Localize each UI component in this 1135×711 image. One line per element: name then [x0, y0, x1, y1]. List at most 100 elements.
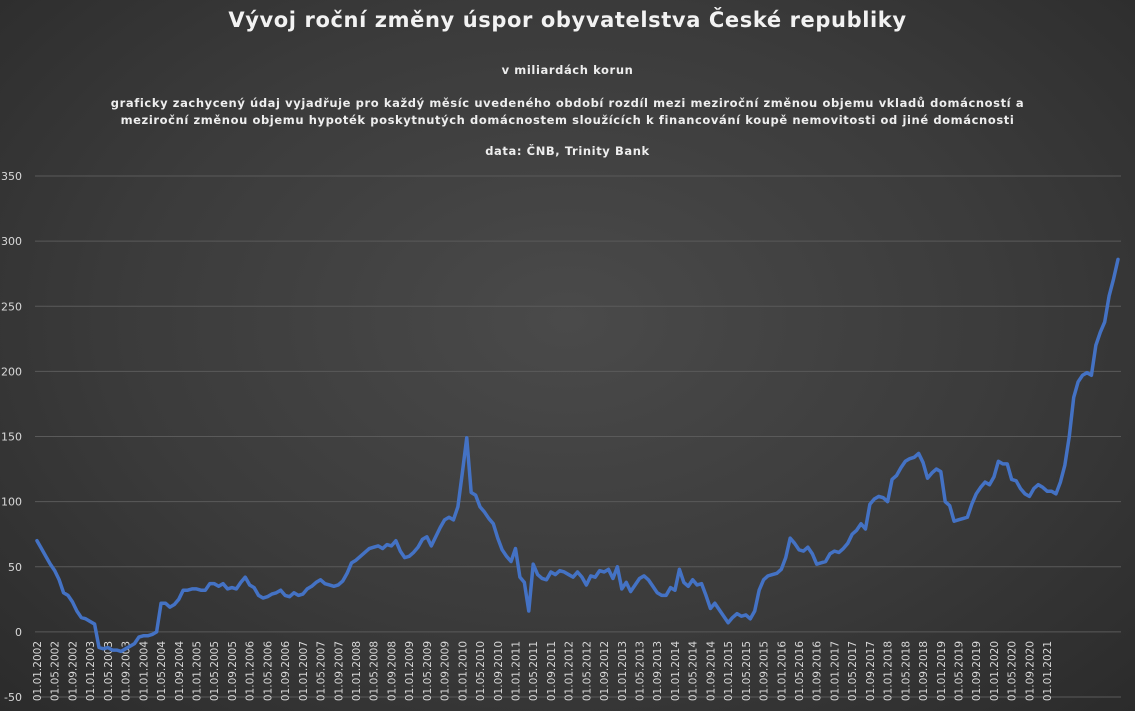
data-point — [735, 612, 739, 616]
data-point — [934, 467, 938, 471]
data-point — [607, 567, 610, 571]
data-point — [514, 547, 517, 550]
x-tick-label: 01.01.2003 — [85, 641, 97, 701]
data-point — [394, 539, 398, 543]
data-point — [961, 517, 965, 520]
data-point — [288, 595, 291, 599]
data-point — [35, 539, 39, 543]
y-tick-label: 350 — [1, 170, 22, 183]
data-point — [859, 522, 863, 526]
x-tick-label: 01.01.2009 — [404, 641, 416, 701]
data-point — [1094, 343, 1098, 347]
data-point — [296, 594, 300, 597]
data-point — [226, 587, 229, 591]
x-tick-label: 01.05.2010 — [475, 641, 487, 701]
x-tick-label: 01.09.2020 — [1024, 641, 1036, 701]
data-point — [1107, 294, 1111, 298]
y-tick-label: 200 — [1, 365, 22, 378]
data-point — [106, 646, 110, 649]
data-point — [868, 502, 872, 506]
y-tick-label: 100 — [1, 496, 22, 509]
x-tick-label: 01.05.2007 — [316, 641, 328, 701]
data-point — [1001, 462, 1005, 466]
data-point — [385, 543, 389, 547]
data-point — [540, 577, 544, 580]
x-tick-label: 01.05.2015 — [741, 641, 753, 701]
data-point — [589, 574, 593, 578]
data-point — [487, 517, 491, 520]
data-point — [279, 588, 283, 592]
data-point — [252, 586, 256, 589]
data-point — [917, 452, 921, 455]
data-point — [992, 475, 996, 479]
data-point — [686, 584, 690, 588]
data-point — [341, 579, 345, 583]
data-point — [265, 595, 269, 599]
data-point — [483, 510, 486, 514]
x-tick-label: 01.05.2020 — [1007, 641, 1019, 701]
data-point — [824, 560, 827, 563]
data-point — [713, 601, 717, 605]
data-point — [195, 587, 198, 591]
data-point — [1063, 463, 1067, 467]
data-point — [505, 554, 509, 558]
y-tick-label: 50 — [8, 561, 22, 574]
data-point — [48, 562, 52, 566]
data-point — [150, 633, 154, 636]
x-tick-label: 01.05.2012 — [581, 641, 593, 701]
x-tick-label: 01.05.2011 — [528, 641, 540, 701]
data-point — [527, 609, 531, 613]
data-point — [509, 560, 513, 563]
data-point — [465, 436, 469, 440]
x-tick-label: 01.01.2007 — [298, 641, 310, 701]
data-point — [407, 554, 411, 558]
data-point — [110, 648, 114, 652]
data-point — [53, 569, 57, 573]
data-point — [957, 518, 960, 522]
x-tick-label: 01.09.2014 — [705, 641, 717, 701]
data-point — [926, 476, 929, 480]
x-tick-label: 01.05.2019 — [954, 641, 966, 701]
data-point — [850, 532, 854, 536]
x-tick-label: 01.01.2020 — [989, 641, 1001, 701]
data-point — [62, 591, 65, 595]
data-point — [979, 485, 983, 489]
data-point — [562, 570, 566, 574]
x-tick-label: 01.09.2008 — [386, 641, 398, 701]
data-point — [1036, 483, 1040, 487]
data-point — [146, 634, 150, 638]
data-point — [580, 575, 584, 579]
data-point — [1050, 489, 1053, 493]
data-point — [336, 583, 340, 587]
data-point — [762, 578, 765, 582]
x-tick-label: 01.09.2003 — [121, 641, 133, 701]
data-point — [943, 500, 947, 504]
data-point — [1032, 487, 1036, 490]
data-point — [908, 457, 912, 461]
data-point — [531, 562, 535, 566]
data-point — [1027, 495, 1031, 498]
data-point — [1010, 478, 1014, 481]
chart-description-line-2: meziroční změnou objemu hypoték poskytnu… — [120, 113, 1015, 127]
data-point — [155, 630, 159, 634]
data-point — [930, 471, 934, 475]
data-point — [1014, 479, 1018, 483]
data-point — [79, 616, 83, 619]
x-tick-label: 01.01.2012 — [564, 641, 576, 701]
data-point — [912, 455, 916, 459]
data-point — [642, 574, 646, 578]
data-point — [456, 505, 460, 509]
data-point — [864, 527, 867, 531]
data-point — [71, 600, 74, 604]
data-point — [1081, 373, 1084, 377]
data-point — [651, 584, 655, 588]
data-point — [988, 483, 991, 487]
data-point — [168, 605, 172, 609]
data-point — [248, 583, 252, 587]
x-tick-label: 01.05.2005 — [209, 641, 221, 701]
x-tick-label: 01.05.2018 — [900, 641, 912, 701]
data-point — [545, 578, 548, 582]
y-tick-label: 0 — [15, 626, 22, 639]
x-tick-label: 01.01.2010 — [457, 641, 469, 701]
data-point — [709, 607, 712, 610]
